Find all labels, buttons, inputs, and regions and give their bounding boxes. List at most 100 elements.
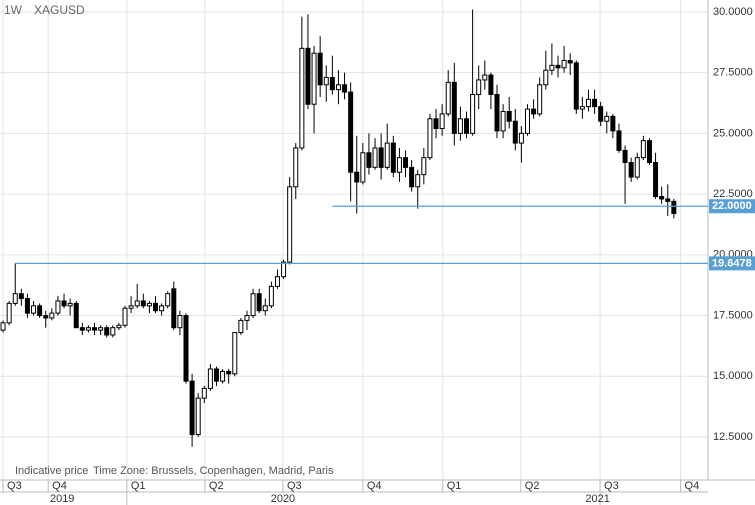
candle-body [665,198,671,202]
candle-body [55,300,61,314]
candle-body [165,293,171,307]
candle-body [274,276,280,287]
candle-body [335,84,341,91]
candle-body [610,115,616,132]
candle-body [73,302,79,329]
level-tag [709,256,755,271]
candle-body [244,315,250,321]
candle-body [177,315,183,329]
level-label: 22.0000 [712,200,752,212]
candle-body [384,142,390,168]
candle-body [37,305,43,317]
grid [0,0,708,480]
candle-body [61,300,67,307]
y-tick-label: 15.0000 [713,370,753,382]
level-label: 19.6478 [712,257,752,269]
candle-body [622,149,628,164]
candle-body [18,293,24,300]
x-tick-label: Q4 [685,480,700,492]
candle-body [207,368,213,389]
timeframe: 1W [4,3,23,17]
y-tick-label: 27.5000 [713,67,753,79]
year-label: 2019 [50,493,74,505]
note: Time Zone: Brussels, Copenhagen, Madrid,… [93,465,334,477]
candle-body [189,380,195,436]
candle-body [604,115,610,122]
candle-body [329,76,335,91]
candle-body [110,327,116,336]
candle-body [153,302,159,312]
candle-body [439,113,445,130]
note: Indicative price [15,465,88,477]
candle-body [293,147,299,188]
candle-body [464,118,470,134]
candle-body [262,305,268,312]
candle-body [476,79,482,95]
candle-body [659,196,665,200]
candle-body [427,118,433,159]
candle-body [323,76,329,86]
candle-body [518,132,524,144]
candle-body [640,140,646,159]
candle-body [451,81,457,134]
x-tick-label: Q1 [131,480,146,492]
candle-body [537,84,543,115]
candle-body [31,305,37,314]
y-tick-label: 22.5000 [713,188,753,200]
x-tick-label: Q3 [604,480,619,492]
candle-body [159,305,165,312]
candle-body [653,162,659,198]
candle-body [43,315,49,319]
candle-body [24,298,30,314]
candle-body [628,162,634,178]
candle-body [567,59,573,64]
year-label: 2021 [585,493,609,505]
candle-body [531,108,537,115]
candle-body [104,327,110,336]
x-tick-label: Q3 [287,480,302,492]
candle-body [317,52,323,86]
candle-body [311,52,317,105]
candle-body [85,327,91,331]
candle-body [616,130,622,151]
candle-body [390,142,396,173]
candle-body [122,307,128,326]
candle-body [506,110,512,122]
candle-body [421,157,427,176]
candle-body [360,152,366,183]
chart-title: XAGUSD [34,3,85,17]
candle-body [98,327,104,331]
candle-body [494,93,500,132]
candle-body [445,81,451,115]
candle-body [579,106,585,110]
candle-body [598,106,604,122]
y-tick-label: 17.5000 [713,309,753,321]
candle-body [49,312,55,319]
candle-body [524,108,530,134]
level-tag [709,199,755,214]
candle-body [6,302,12,324]
candle-body [354,171,360,183]
year-label: 2020 [271,493,295,505]
x-tick-label: Q4 [367,480,382,492]
candle-body [220,370,226,382]
y-tick-label: 30.0000 [713,6,753,18]
candle-body [92,327,98,331]
candle-body [201,387,207,399]
candle-body [543,69,549,86]
candle-body [433,118,439,130]
candle-body [396,157,402,173]
x-tick-label: Q3 [7,480,22,492]
candle-body [415,174,421,188]
x-tick-label: Q2 [209,480,224,492]
candle-body [226,370,232,375]
candle-body [12,293,18,304]
candle-body [512,120,518,144]
candle-body [268,285,274,307]
candle-body [634,157,640,178]
candle-body [403,157,409,168]
candle-body [67,302,73,307]
candle-body [372,147,378,168]
candle-body [134,300,140,307]
candle-body [305,47,311,105]
